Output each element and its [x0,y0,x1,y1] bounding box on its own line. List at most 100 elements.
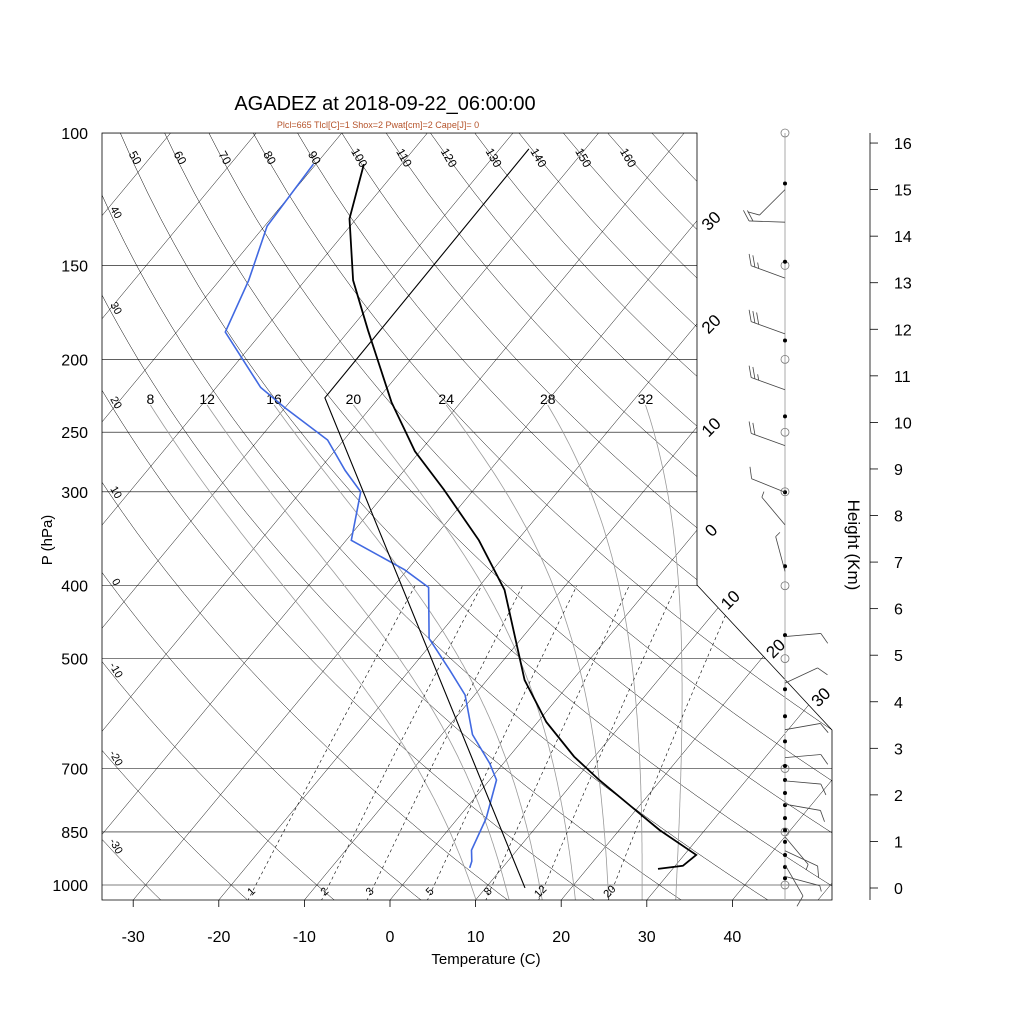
wind-barb [784,723,829,733]
dry-adiabat-label: 160 [617,146,639,171]
observation-dot [783,714,787,719]
barb-feather [748,365,752,378]
barb-feather [796,895,804,907]
dry-adiabat [102,133,162,900]
pressure-tick-label: 200 [61,352,88,369]
wind-barb [747,189,786,216]
sounding-curves [224,148,698,889]
dewpoint-curve [224,163,498,869]
wind-barb [749,466,786,493]
isotherm [102,133,514,900]
dry-adiabat-label: 60 [171,149,190,168]
wind-barb [761,491,786,526]
temperature-tick-label: -10 [293,929,316,946]
pressure-level-circle [780,827,790,837]
pressure-tick-label: 150 [61,258,88,275]
height-tick-label: 6 [894,602,903,619]
pressure-level-circle [780,654,790,664]
barb-staff [759,189,786,216]
observation-dot [783,852,787,857]
barb-feather [817,667,828,676]
moist-adiabat-label: 28 [540,391,556,407]
moist-adiabat-label: 20 [346,391,362,407]
mixing-ratio-label: 8 [482,885,495,898]
height-tick-label: 4 [894,695,903,712]
moist-adiabat-label: 8 [146,391,154,407]
moist-adiabat [150,404,477,900]
height-tick-label: 8 [894,509,903,526]
barb-feather [752,255,756,268]
observation-dot [783,338,787,343]
moist-adiabat [206,404,510,900]
dry-adiabat [208,133,832,900]
dry-adiabat [102,133,510,900]
barb-feather [747,211,760,216]
height-tick-label: 11 [894,369,911,386]
observation-dot [783,181,787,186]
moist-adiabat-label: 24 [438,391,454,407]
dry-adiabat [297,133,832,900]
observation-dot [783,791,787,796]
barb-staff [784,633,821,637]
isotherm [102,133,685,900]
dry-adiabat-label: 130 [483,146,505,171]
dry-adiabat [474,133,832,900]
barb-feather [820,783,827,796]
plot-frame [101,132,833,901]
wind-barb [784,875,822,892]
temperature-tick-label: 40 [724,929,742,946]
isotherm [561,133,832,900]
isotherm [102,133,171,900]
isotherm [732,133,832,900]
barb-feather [752,366,756,379]
dry-adiabat-label: 70 [215,149,234,168]
isotherm [904,133,1024,900]
wind-barb [748,421,786,447]
moist-adiabat-label: 32 [638,391,654,407]
isotherm-label: 30 [808,684,835,711]
pressure-tick-label: 400 [61,579,88,596]
wind-barb [748,253,786,279]
barb-feather [747,210,754,222]
temperature-tick-label: 10 [467,929,485,946]
height-tick-label: 16 [894,136,912,153]
dry-adiabat [385,133,832,900]
mixing-ratio-label: 20 [601,883,618,900]
pressure-tick-label: 850 [61,825,88,842]
dry-adiabat-label: -30 [106,836,124,856]
wind-barb [784,780,827,796]
barb-feather [820,723,829,733]
barb-feather [757,262,760,269]
temperature-tick-label: -20 [207,929,230,946]
height-tick-label: 2 [894,788,903,805]
wind-barb [784,836,809,871]
height-tick-label: 14 [894,229,912,246]
pressure-tick-label: 300 [61,485,88,502]
barb-feather [820,754,829,765]
dry-adiabat-label: 30 [107,300,124,317]
dry-adiabat-label: 50 [126,149,145,168]
barb-staff [784,850,818,867]
dry-adiabat-label: 0 [109,577,122,588]
dry-adiabat [102,133,596,900]
dry-adiabat-label: 110 [393,146,415,170]
x-axis-label: Temperature (C) [431,951,540,968]
barb-feather [761,491,765,498]
wind-barbs [743,128,829,907]
observation-dot [783,414,787,419]
dry-adiabat [518,133,832,900]
height-tick-label: 1 [894,834,903,851]
dry-adiabat [430,133,832,900]
dry-adiabat [164,133,832,900]
barb-staff [784,803,821,811]
height-tick-label: 0 [894,881,903,898]
moist-adiabat [547,404,643,900]
pressure-tick-label: 250 [61,425,88,442]
pressure-level-circle [780,880,790,890]
temperature-tick-label: 30 [638,929,656,946]
barb-feather [756,312,760,325]
observation-dot [783,876,787,881]
barb-staff [751,478,786,493]
barb-staff [784,723,821,731]
